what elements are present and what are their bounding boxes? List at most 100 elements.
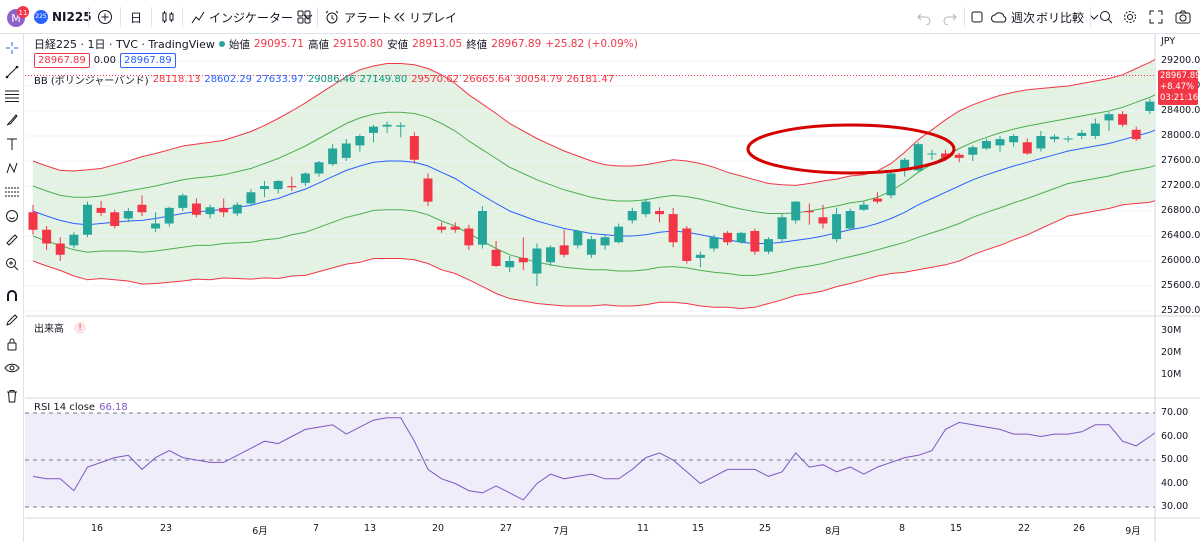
zoom-tool[interactable] [2, 254, 22, 274]
delete-tool[interactable] [2, 386, 22, 406]
eye-icon [4, 363, 20, 373]
layout-button[interactable] [970, 0, 984, 34]
candle-body [123, 211, 133, 219]
candle-body [1131, 129, 1141, 140]
snapshot-button[interactable] [1174, 0, 1192, 34]
top-toolbar: M 11 225 NI225 日 インジケーター アラート リプレイ [0, 0, 1200, 34]
candle-body [614, 226, 624, 243]
settings-button[interactable] [1122, 0, 1138, 34]
lock-tool[interactable] [2, 334, 22, 354]
ask-box[interactable]: 28967.89 [119, 53, 176, 68]
candle-body [586, 239, 596, 255]
candle-body [995, 139, 1005, 146]
open-value: 29095.71 [253, 38, 304, 50]
interval-button[interactable]: 日 [130, 0, 142, 34]
candle-body [110, 212, 120, 226]
bb-lower2-line [32, 200, 1155, 310]
trendline-tool[interactable] [2, 62, 22, 82]
rsi-legend: RSI 14 close 66.18 [34, 402, 128, 413]
low-label: 安値 [387, 38, 409, 51]
candle-body [1077, 132, 1087, 136]
replay-button[interactable]: リプレイ [392, 0, 457, 34]
candle-body [1145, 101, 1155, 111]
candle-body [55, 243, 65, 255]
avatar[interactable]: M 11 [4, 0, 30, 34]
symbol-search[interactable]: 225 NI225 [34, 0, 92, 34]
price-tick: 25200.00 [1161, 305, 1200, 316]
candle-body [355, 136, 365, 146]
undo-button[interactable] [916, 0, 932, 34]
candle-body [763, 239, 773, 252]
candle-body [1050, 136, 1059, 140]
indicators-icon [191, 11, 205, 24]
volume-tick: 10M [1161, 369, 1182, 380]
bb-value-4: 29086.46 [307, 74, 356, 85]
search-button[interactable] [1098, 0, 1114, 34]
currency-label[interactable]: JPY [1161, 36, 1176, 47]
bb-value-9: 26181.47 [566, 74, 615, 85]
zoom-in-icon [6, 258, 19, 271]
volume-label[interactable]: 出来高 [34, 324, 64, 335]
symbol-title[interactable]: 日経225 · 1日 · TVC · TradingView [34, 38, 215, 51]
lock-drawing-tool[interactable] [2, 310, 22, 330]
candle-body [695, 254, 705, 258]
time-tick: 23 [159, 523, 173, 534]
warning-icon[interactable]: ! [74, 321, 86, 334]
candle-body [927, 153, 937, 155]
rsi-tick: 70.00 [1161, 407, 1189, 418]
bb-legend: BB (ボリンジャーバンド) 28118.13 28602.29 27633.9… [34, 72, 614, 87]
current-price: 28967.89 [1160, 71, 1200, 81]
add-symbol-button[interactable] [97, 0, 113, 34]
open-label: 始値 [228, 38, 250, 51]
candle-body [954, 154, 964, 158]
save-button[interactable]: 週次 [990, 0, 1035, 34]
emoji-tool[interactable] [2, 206, 22, 226]
candle-body [573, 231, 583, 246]
pattern-tool[interactable] [2, 158, 22, 178]
candle-body [151, 223, 161, 229]
svg-text:M: M [11, 12, 21, 25]
candle-body [246, 192, 256, 204]
ruler-tool[interactable] [2, 230, 22, 250]
candle-body [791, 201, 801, 221]
text-tool[interactable] [2, 134, 22, 154]
alert-button[interactable]: アラート [324, 0, 392, 34]
time-tick: 8月 [825, 526, 841, 537]
bid-ask-row: 28967.89 0.00 28967.89 [34, 53, 176, 68]
candle-body [627, 211, 637, 221]
fullscreen-button[interactable] [1148, 0, 1164, 34]
candle-body [804, 211, 814, 213]
annotation-ellipse [746, 123, 956, 175]
rsi-label[interactable]: RSI 14 close [34, 402, 96, 413]
compare-label: ボリ比較 [1036, 10, 1085, 25]
layouts-button[interactable] [296, 0, 312, 34]
visibility-tool[interactable] [2, 358, 22, 378]
alert-label: アラート [344, 10, 393, 25]
candle-body [518, 257, 528, 263]
bid-box[interactable]: 28967.89 [34, 53, 90, 68]
smiley-icon [6, 210, 18, 222]
redo-button[interactable] [942, 0, 958, 34]
brush-tool[interactable] [2, 110, 22, 130]
text-icon [7, 138, 17, 150]
time-tick: 15 [691, 523, 705, 534]
candle-body [69, 234, 79, 246]
bb-value-3: 27633.97 [256, 74, 304, 85]
countdown: 03:21:16 [1160, 93, 1199, 103]
forecast-icon [5, 187, 19, 197]
crosshair-tool[interactable] [2, 38, 22, 58]
price-tick: 25600.00 [1161, 280, 1200, 291]
magnet-tool[interactable] [2, 286, 22, 306]
candle-body [219, 207, 229, 213]
fib-tool[interactable] [2, 86, 22, 106]
interval-label: 日 [130, 10, 143, 25]
chart-type-button[interactable] [160, 0, 176, 34]
candle-body [260, 186, 270, 190]
measure-tool[interactable] [2, 182, 22, 202]
plus-circle-icon [98, 10, 112, 24]
bb-label[interactable]: BB (ボリンジャーバンド) [34, 76, 149, 87]
chart-legend: 日経225 · 1日 · TVC · TradingView 始値 29095.7… [34, 36, 638, 52]
compare-button[interactable]: ボリ比較 [1036, 0, 1100, 34]
bb-value-7: 26665.64 [462, 74, 511, 85]
